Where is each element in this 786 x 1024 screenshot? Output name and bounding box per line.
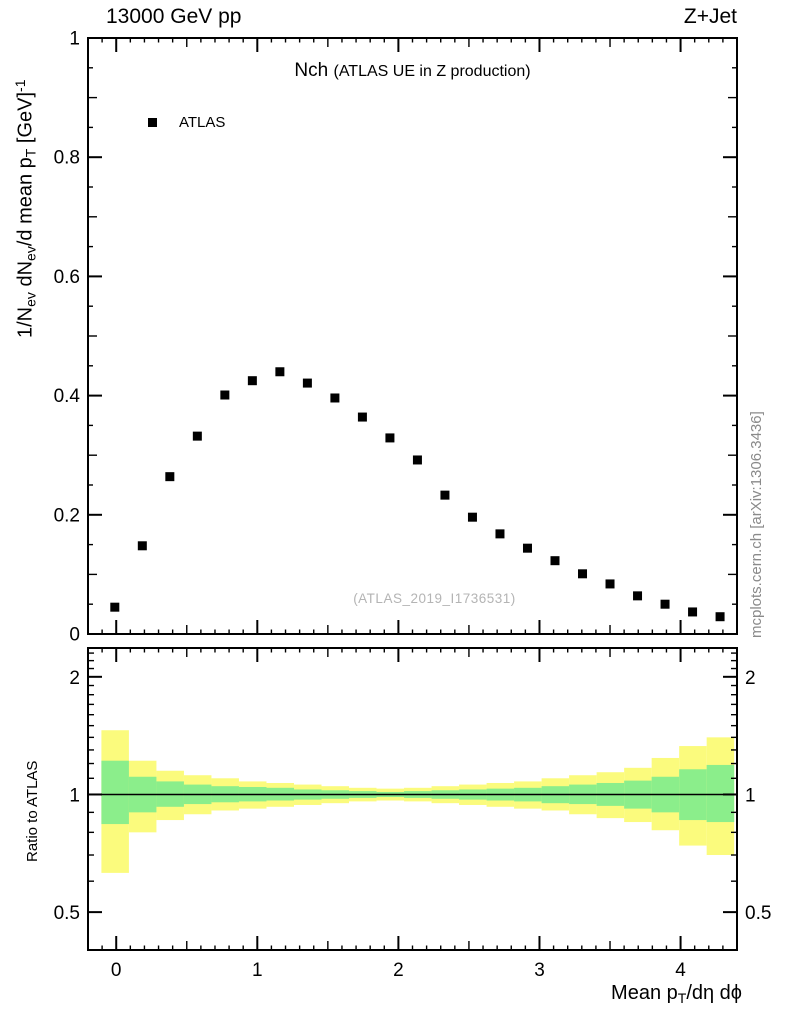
svg-text:1: 1: [252, 960, 263, 981]
uncertainty-inner-bin: [101, 760, 129, 825]
ratio-uncertainty-bands: [101, 730, 735, 873]
plot-title: Nch (ATLAS UE in Z production): [88, 60, 737, 82]
legend: ATLAS: [148, 114, 225, 131]
svg-text:0.4: 0.4: [54, 386, 81, 407]
data-point-marker: [330, 393, 340, 403]
legend-square-marker-icon: [148, 118, 157, 127]
svg-text:2: 2: [69, 668, 80, 689]
svg-text:1: 1: [69, 785, 80, 806]
data-point-marker: [275, 367, 285, 377]
svg-text:0.6: 0.6: [54, 267, 80, 288]
data-point-marker: [192, 431, 202, 441]
axis-ticks: [87, 37, 738, 951]
data-point-marker: [412, 455, 422, 465]
beam-energy-label: 13000 GeV pp: [106, 5, 242, 28]
ratio-y-axis-label: Ratio to ATLAS: [24, 760, 41, 862]
data-point-marker: [247, 376, 257, 386]
analysis-id-watermark: (ATLAS_2019_I1736531): [353, 591, 516, 606]
data-point-marker: [110, 602, 120, 612]
data-point-marker: [220, 390, 230, 400]
data-point-marker: [302, 378, 312, 388]
data-point-marker: [467, 512, 477, 522]
svg-text:0.5: 0.5: [54, 903, 80, 924]
data-point-marker: [633, 591, 643, 601]
data-point-marker: [357, 412, 367, 422]
svg-text:2: 2: [745, 668, 756, 689]
data-point-marker: [495, 529, 505, 539]
mcplots-arxiv-note: mcplots.cern.ch [arXiv:1306.3436]: [748, 411, 765, 638]
data-point-marker: [440, 490, 450, 500]
data-point-marker: [578, 569, 588, 579]
data-point-marker: [385, 433, 395, 443]
legend-label: ATLAS: [179, 114, 226, 131]
svg-text:1: 1: [69, 29, 80, 50]
svg-text:2: 2: [393, 960, 404, 981]
process-label: Z+Jet: [683, 5, 737, 28]
svg-text:4: 4: [675, 960, 686, 981]
data-point-marker: [715, 612, 725, 622]
svg-text:1: 1: [745, 785, 756, 806]
data-point-marker: [688, 607, 698, 617]
svg-text:0.2: 0.2: [54, 505, 80, 526]
data-point-marker: [137, 541, 147, 551]
data-point-marker: [605, 579, 615, 589]
svg-text:0.8: 0.8: [54, 148, 80, 169]
data-point-marker: [522, 543, 532, 553]
data-point-marker: [660, 599, 670, 609]
svg-text:0: 0: [69, 625, 80, 646]
data-point-marker: [550, 556, 560, 566]
svg-text:3: 3: [534, 960, 545, 981]
axis-tick-labels: 0 0.2 0.4 0.6 0.8 1 0.5 0.5 1 1 2 2 0 1 2 3 4: [54, 29, 772, 982]
data-point-marker: [165, 472, 175, 482]
svg-text:0: 0: [111, 960, 122, 981]
analysis-description: (ATLAS UE in Z production): [333, 63, 531, 80]
x-axis-label: Mean pT/dη dϕ: [611, 982, 742, 1007]
observable-name: Nch: [294, 60, 334, 81]
main-y-axis-label: 1/Nev dNev/d mean pT [GeV]-1: [12, 79, 39, 338]
svg-text:0.5: 0.5: [745, 903, 771, 924]
data-points: [110, 367, 725, 622]
